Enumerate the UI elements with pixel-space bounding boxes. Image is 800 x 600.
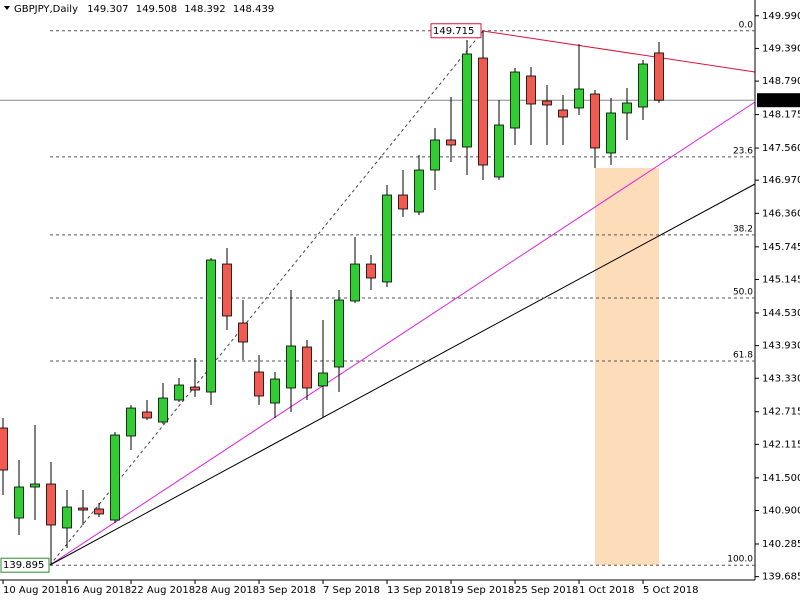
candle-body <box>254 371 264 397</box>
x-tick-label: 5 Oct 2018 <box>643 585 698 596</box>
x-tick-label: 1 Oct 2018 <box>579 585 634 596</box>
y-tick-label: 145.745 <box>762 242 800 253</box>
candle-body <box>638 63 648 108</box>
y-tick-label: 149.390 <box>762 43 800 54</box>
candle-body <box>590 93 600 149</box>
y-tick-label: 140.900 <box>762 506 800 517</box>
x-tick-label: 3 Sep 2018 <box>259 585 316 596</box>
candle-body <box>542 100 552 106</box>
candle-body <box>126 407 136 437</box>
candle-body <box>430 139 440 171</box>
candle-body <box>30 483 40 488</box>
x-tick-label: 16 Aug 2018 <box>67 585 131 596</box>
y-tick-label: 148.175 <box>762 110 800 121</box>
y-tick-label: 142.715 <box>762 407 800 418</box>
candle-body <box>270 378 280 404</box>
y-tick-label: 144.530 <box>762 308 800 319</box>
candle-body <box>158 397 168 423</box>
current-price-label: 148.439 <box>760 95 800 106</box>
y-tick-label: 149.990 <box>762 11 800 22</box>
candle-body <box>654 52 664 101</box>
candle-body <box>334 299 344 368</box>
x-tick-label: 28 Aug 2018 <box>195 585 259 596</box>
menu-icon <box>4 6 10 10</box>
candle-body <box>238 322 248 343</box>
y-tick-label: 143.330 <box>762 373 800 384</box>
candle-body <box>414 169 424 213</box>
candle-body <box>222 263 232 317</box>
candle-body <box>110 434 120 521</box>
trend-line <box>49 101 756 566</box>
candle-body <box>46 483 56 526</box>
header: GBPJPY,Daily 149.307 149.508 148.392 148… <box>14 4 274 15</box>
candle-body <box>526 75 536 105</box>
candle-body <box>302 346 312 389</box>
candle-body <box>606 112 616 154</box>
candle-body <box>462 53 472 148</box>
y-tick-label: 148.790 <box>762 76 800 87</box>
y-tick-label: 146.360 <box>762 208 800 219</box>
fib-level-label: 0.0 <box>739 20 754 30</box>
candle-body <box>0 427 8 471</box>
price-label-box <box>0 557 50 573</box>
candle-body <box>62 506 72 529</box>
x-tick-label: 13 Sep 2018 <box>387 585 450 596</box>
fib-level-label: 61.8 <box>733 351 753 361</box>
price-label: 139.895 <box>3 560 44 571</box>
candle-body <box>574 88 584 109</box>
candle-body <box>14 486 24 519</box>
ohlc-low: 148.392 <box>184 4 225 15</box>
ohlc-close: 148.439 <box>233 4 274 15</box>
fib-level-label: 38.2 <box>733 224 753 234</box>
x-tick-label: 10 Aug 2018 <box>3 585 67 596</box>
y-tick-label: 141.500 <box>762 473 800 484</box>
symbol: GBPJPY,Daily <box>14 4 78 15</box>
y-tick-label: 147.560 <box>762 143 800 154</box>
candle-body <box>558 109 568 118</box>
x-tick-label: 25 Sep 2018 <box>515 585 578 596</box>
current-price-box <box>757 93 800 108</box>
y-tick-label: 139.685 <box>762 572 800 583</box>
candle-body <box>190 386 200 391</box>
candle-body <box>78 507 88 511</box>
candle-body <box>350 263 360 302</box>
x-tick-label: 7 Sep 2018 <box>323 585 380 596</box>
fib-level-label: 50.0 <box>733 287 753 297</box>
ohlc-high: 149.508 <box>136 4 177 15</box>
candle-body <box>398 194 408 210</box>
candle-body <box>94 508 104 515</box>
highlight-rect <box>595 168 659 565</box>
y-tick-label: 146.970 <box>762 175 800 186</box>
y-tick-label: 145.145 <box>762 274 800 285</box>
candle-body <box>366 263 376 279</box>
price-label-box <box>430 23 482 39</box>
candle-body <box>174 384 184 401</box>
x-tick-label: 22 Aug 2018 <box>131 585 195 596</box>
candle-body <box>382 194 392 283</box>
fib-level-label: 23.6 <box>733 146 753 156</box>
candle-body <box>446 139 456 146</box>
candle-body <box>478 57 488 166</box>
y-tick-label: 142.115 <box>762 439 800 450</box>
trend-line <box>49 183 756 566</box>
candle-body <box>206 259 216 393</box>
ohlc-open: 149.307 <box>87 4 128 15</box>
y-tick-label: 143.930 <box>762 341 800 352</box>
candle-body <box>142 411 152 419</box>
fib-level-label: 100.0 <box>727 555 753 565</box>
trend-line <box>482 30 756 73</box>
candle-body <box>318 372 328 387</box>
price-label: 149.715 <box>433 26 474 37</box>
candle-body <box>494 124 504 178</box>
x-tick-label: 19 Sep 2018 <box>451 585 514 596</box>
candle-body <box>286 345 296 389</box>
candle-body <box>510 71 520 129</box>
candle-body <box>622 102 632 114</box>
y-tick-label: 140.285 <box>762 539 800 550</box>
